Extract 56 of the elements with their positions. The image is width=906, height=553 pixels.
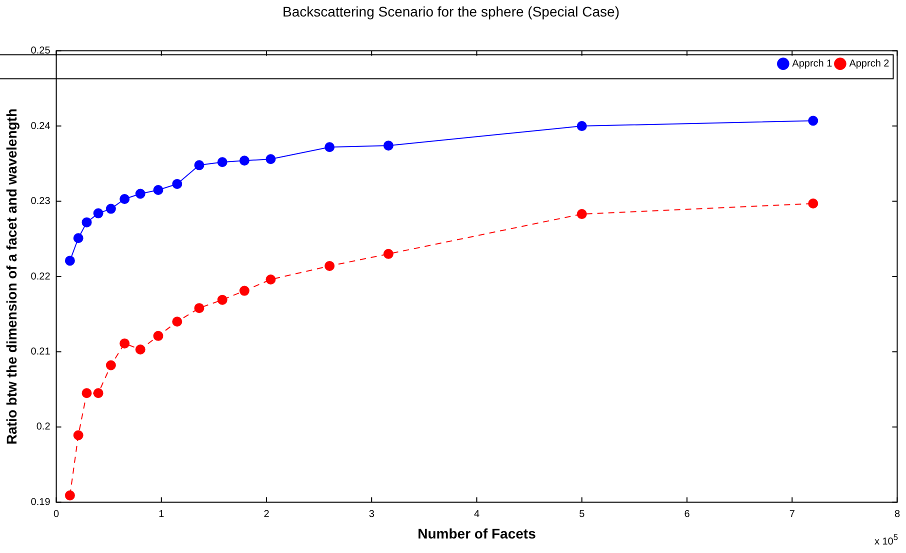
y-axis-title: Ratio btw the dimension of a facet and wavelength bbox=[3, 108, 20, 445]
point bbox=[266, 154, 276, 164]
point bbox=[194, 160, 204, 170]
x-tick-label: 3 bbox=[368, 508, 375, 520]
chart-title: Backscattering Scenario for the sphere (Special Case) bbox=[282, 3, 620, 20]
point bbox=[239, 286, 250, 296]
point bbox=[73, 430, 84, 440]
point bbox=[217, 294, 228, 305]
x-tick-label: 0 bbox=[53, 508, 60, 520]
x-tick-label: 8 bbox=[894, 508, 900, 520]
point bbox=[153, 330, 164, 341]
point bbox=[324, 260, 335, 271]
point bbox=[64, 256, 75, 266]
point bbox=[106, 360, 116, 370]
point bbox=[239, 156, 250, 166]
point bbox=[324, 142, 335, 152]
point bbox=[73, 233, 84, 244]
point bbox=[172, 316, 182, 327]
y-tick-label: 0.24 bbox=[30, 120, 51, 132]
y-tick-label: 0.25 bbox=[30, 46, 51, 57]
x-tick-label: 4 bbox=[474, 508, 480, 520]
point bbox=[135, 344, 146, 354]
point bbox=[217, 157, 228, 168]
point bbox=[82, 388, 92, 398]
point bbox=[383, 140, 394, 151]
x-tick-label: 5 bbox=[579, 508, 586, 520]
x-tick-label: 7 bbox=[789, 508, 796, 520]
text: x 10$^{5}$ bbox=[874, 532, 898, 547]
y-tick-label: 0.21 bbox=[30, 346, 51, 358]
y-tick-label: 0.2 bbox=[36, 422, 51, 433]
point bbox=[266, 274, 276, 285]
legend-label: Apprch 1 bbox=[792, 58, 833, 70]
point bbox=[82, 217, 92, 228]
point bbox=[808, 116, 818, 126]
point bbox=[93, 208, 104, 218]
legend-label: Apprch 2 bbox=[849, 58, 890, 70]
point bbox=[153, 184, 164, 195]
x-tick-label: 1 bbox=[158, 508, 165, 520]
y-tick-label: 0.22 bbox=[30, 271, 51, 282]
point bbox=[64, 490, 75, 500]
point bbox=[383, 248, 394, 259]
y-tick-label: 0.19 bbox=[30, 496, 51, 508]
point bbox=[194, 303, 204, 314]
point bbox=[808, 198, 818, 209]
x-tick-label: 6 bbox=[684, 508, 690, 520]
point bbox=[93, 388, 104, 398]
x-axis-title: Number of Facets bbox=[418, 525, 536, 542]
y-tick-label: 0.23 bbox=[30, 196, 51, 208]
x-tick-label: 2 bbox=[264, 508, 270, 520]
point bbox=[135, 188, 146, 199]
point bbox=[120, 194, 130, 204]
point bbox=[576, 121, 587, 132]
point bbox=[576, 209, 587, 220]
point bbox=[120, 338, 130, 348]
point bbox=[106, 204, 116, 214]
point bbox=[172, 178, 182, 189]
